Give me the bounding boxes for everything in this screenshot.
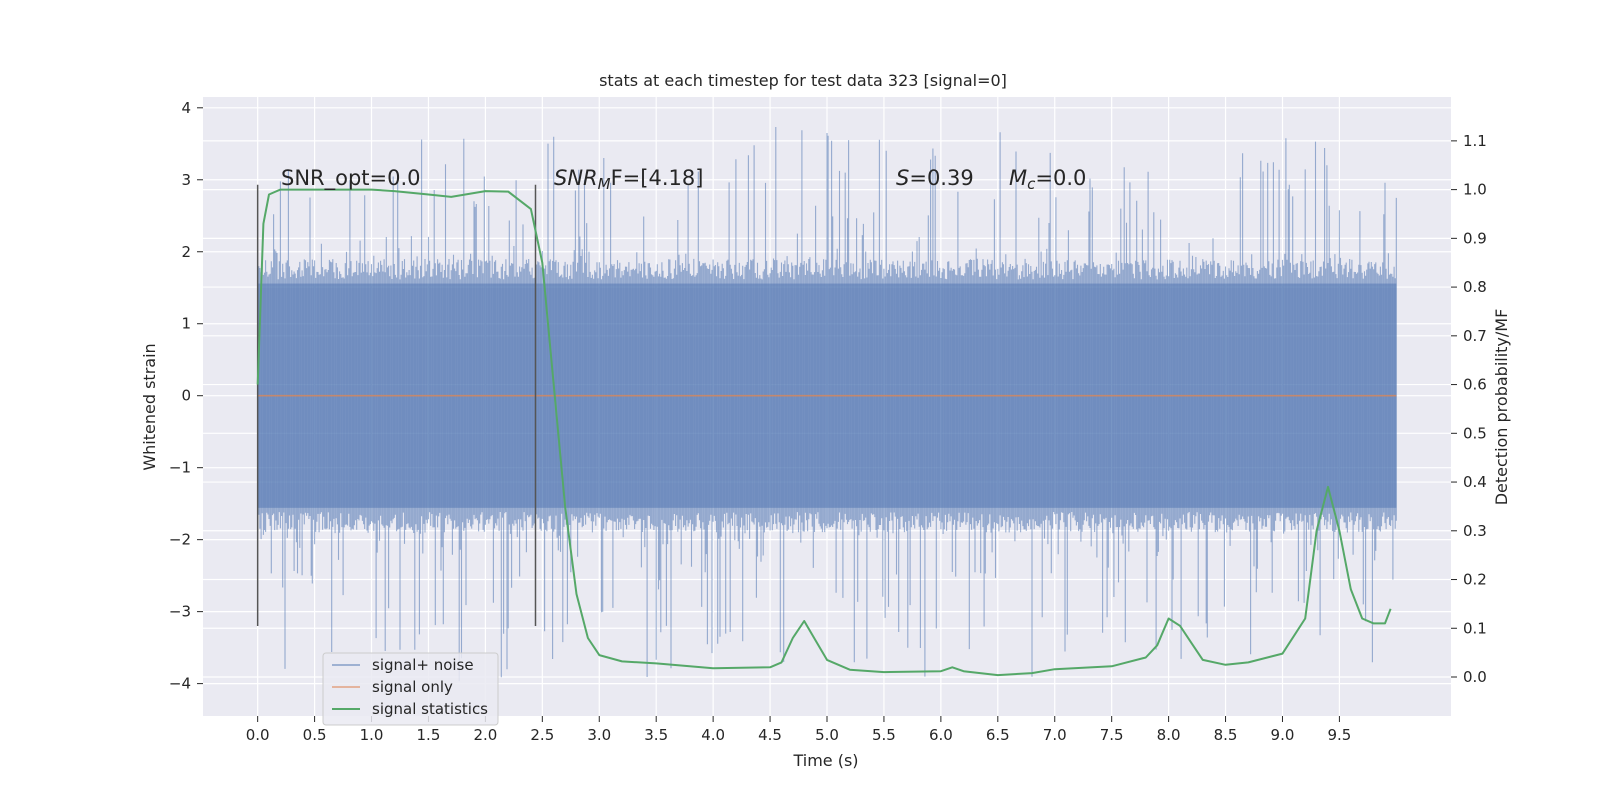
- y-tick-label: 4: [181, 99, 191, 117]
- x-axis-title: Time (s): [792, 751, 858, 770]
- y-tick-label: 0: [181, 387, 191, 405]
- y-right-tick-label: 0.9: [1463, 229, 1487, 247]
- x-tick-label: 1.0: [360, 726, 384, 744]
- s-annotation: S=0.39: [896, 166, 974, 190]
- s-symbol: S: [896, 166, 909, 190]
- x-tick-label: 6.0: [929, 726, 953, 744]
- legend: signal+ noise signal only signal statist…: [322, 652, 499, 726]
- legend-label-signal-noise: signal+ noise: [372, 656, 474, 674]
- y-axis-title: Whitened strain: [140, 343, 159, 470]
- y-right-tick-label: 0.6: [1463, 376, 1487, 394]
- x-tick-label: 8.0: [1157, 726, 1181, 744]
- snr-mf-annotation: SNRMF=[4.18]: [554, 166, 703, 193]
- x-tick-label: 0.5: [303, 726, 327, 744]
- x-tick-label: 0.0: [246, 726, 270, 744]
- y-tick-label: −1: [169, 459, 191, 477]
- y-tick-label: −4: [169, 675, 191, 693]
- mc-symbol: M: [1009, 166, 1027, 190]
- axes-layer: 0.0 0.5 1.0 1.5 2.0 2.5 3.0 3.5 4.0 4.5 5.0 5.5 6.0 6…: [169, 99, 1487, 744]
- x-tick-label: 2.0: [473, 726, 497, 744]
- y-tick-label: 2: [181, 243, 191, 261]
- mc-subscript: c: [1027, 175, 1036, 193]
- y-tick-label: 1: [181, 315, 191, 333]
- mc-annotation: Mc=0.0: [1009, 166, 1086, 193]
- y-right-tick-label: 0.5: [1463, 424, 1487, 442]
- y-right-tick-label: 0.0: [1463, 668, 1487, 686]
- y-right-tick-label: 0.8: [1463, 278, 1487, 296]
- y-right-tick-label: 0.2: [1463, 571, 1487, 589]
- x-tick-label: 3.0: [587, 726, 611, 744]
- y-right-tick-label: 0.4: [1463, 473, 1487, 491]
- data-layer: [256, 127, 1397, 682]
- y-tick-label: −3: [169, 603, 191, 621]
- y-right-tick-label: 1.0: [1463, 181, 1487, 199]
- mc-value: =0.0: [1035, 166, 1086, 190]
- x-tick-label: 9.5: [1327, 726, 1351, 744]
- x-tick-label: 2.5: [530, 726, 554, 744]
- legend-label-signal-statistics: signal statistics: [372, 700, 488, 718]
- snr-mf-symbol: SNR: [554, 166, 598, 190]
- x-tick-label: 4.5: [758, 726, 782, 744]
- snr-mf-subscript: M: [598, 175, 611, 193]
- y-right-tick-label: 0.3: [1463, 522, 1487, 540]
- snr-mf-value: F=[4.18]: [611, 166, 704, 190]
- signal-statistics-line: [256, 188, 1392, 677]
- x-tick-label: 5.5: [872, 726, 896, 744]
- x-tick-label: 7.5: [1100, 726, 1124, 744]
- y-right-tick-label: 0.1: [1463, 619, 1487, 637]
- x-tick-label: 9.0: [1271, 726, 1295, 744]
- y-right-tick-label: 0.7: [1463, 327, 1487, 345]
- x-tick-label: 6.5: [986, 726, 1010, 744]
- x-tick-label: 8.5: [1214, 726, 1238, 744]
- y-right-tick-label: 1.1: [1463, 132, 1487, 150]
- legend-box: [322, 652, 499, 726]
- y-tick-label: 3: [181, 171, 191, 189]
- s-value: =0.39: [909, 166, 973, 190]
- x-tick-label: 7.0: [1043, 726, 1067, 744]
- y-tick-label: −2: [169, 531, 191, 549]
- x-tick-label: 4.0: [701, 726, 725, 744]
- x-tick-label: 3.5: [644, 726, 668, 744]
- x-tick-label: 5.0: [815, 726, 839, 744]
- chart-title: stats at each timestep for test data 323…: [599, 71, 1007, 90]
- legend-label-signal-only: signal only: [372, 678, 453, 696]
- x-tick-label: 1.5: [417, 726, 441, 744]
- y-axis-right-title: Detection probability/MF: [1492, 309, 1511, 506]
- snr-opt-annotation: SNR_opt=0.0: [281, 166, 421, 191]
